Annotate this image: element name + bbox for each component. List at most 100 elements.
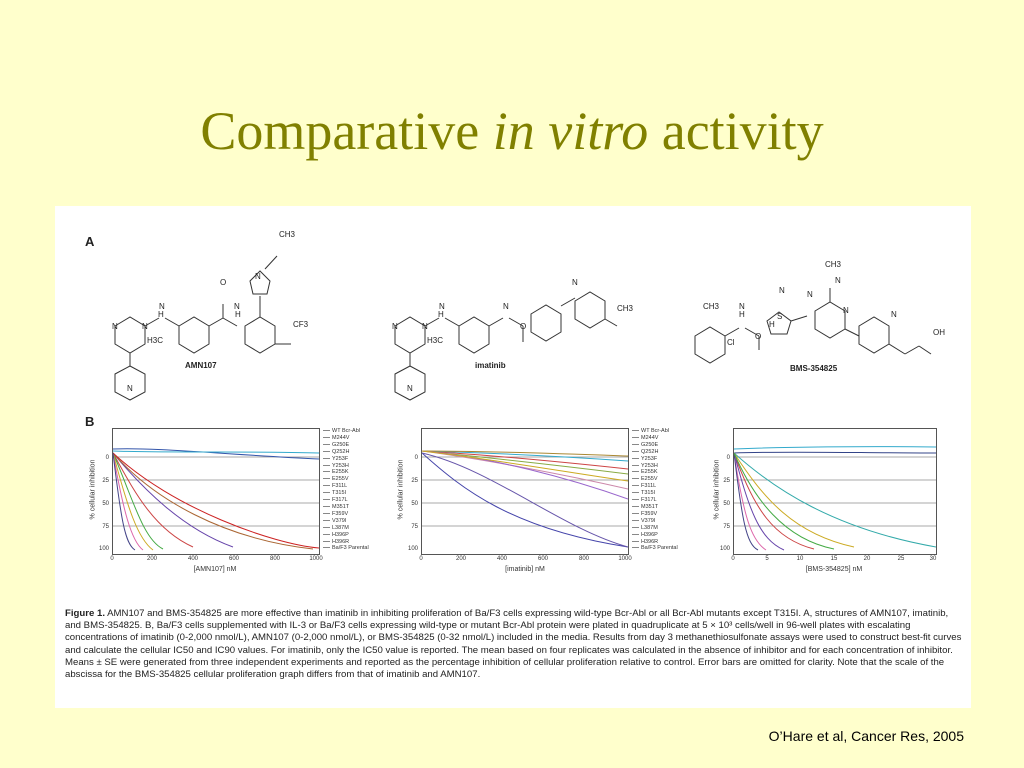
plot3-xtick-10: 10: [796, 556, 804, 562]
plot2-ytick-0: 0: [414, 455, 418, 461]
bms-atom-h: H: [739, 310, 745, 319]
plot2-xtick-1000: 1000: [618, 556, 632, 562]
ima-atom-n3: N: [407, 384, 413, 393]
legend1-item: Ba/F3 Parental: [323, 545, 369, 552]
legend1-item: Y253F: [323, 456, 369, 463]
panel-a-label: A: [85, 234, 95, 249]
plot2-xtick-600: 600: [537, 556, 548, 562]
plot3-ytick-100: 100: [719, 546, 730, 552]
compound-label-amn107: AMN107: [185, 361, 217, 370]
plot2-curves: [422, 450, 628, 548]
plot1-ytick-25: 25: [102, 478, 109, 484]
legend2-item: F359V: [632, 511, 678, 518]
legend2-item: WT Bcr-Abl: [632, 428, 678, 435]
plot-imatinib: [421, 428, 629, 555]
legend2-item: H396P: [632, 532, 678, 539]
plot2-ytick-25: 25: [411, 478, 418, 484]
plot1-xtick-1000: 1000: [309, 556, 323, 562]
plot3-xtick-0: 0: [731, 556, 735, 562]
legend1-item: H396P: [323, 532, 369, 539]
plot1-ylabel: % cellular inhibition: [89, 459, 97, 520]
plot3-xtick-5: 5: [765, 556, 769, 562]
legend2-item: Ba/F3 Parental: [632, 545, 678, 552]
plot2-ytick-75: 75: [411, 524, 418, 530]
figure-image: A B: [55, 206, 971, 708]
bms-atom-n3: N: [835, 276, 841, 285]
title-part2: activity: [661, 101, 824, 161]
legend2-item: L387M: [632, 525, 678, 532]
legend2-item: Y253H: [632, 463, 678, 470]
legend1-item: F359V: [323, 511, 369, 518]
slide-title: Comparative in vitro activity: [0, 100, 1024, 162]
amn-atom-h1: H: [158, 310, 164, 319]
citation: O’Hare et al, Cancer Res, 2005: [768, 728, 964, 744]
legend2-item: M351T: [632, 504, 678, 511]
plot2-xtick-0: 0: [419, 556, 423, 562]
amn-atom-ch3: CH3: [279, 230, 296, 239]
plot1-ytick-100: 100: [98, 546, 109, 552]
ima-atom-h3c: H3C: [427, 336, 444, 345]
compound-label-imatinib: imatinib: [475, 361, 506, 370]
ima-atom-h1: H: [438, 310, 444, 319]
legend1-item: G250E: [323, 442, 369, 449]
plot1-xlabel: [AMN107] nM: [193, 566, 237, 573]
plot1-xtick-200: 200: [146, 556, 157, 562]
plot1-ytick-0: 0: [105, 455, 109, 461]
title-part1: Comparative: [200, 101, 480, 161]
plot1-xtick-0: 0: [110, 556, 114, 562]
ima-atom-o: O: [520, 322, 527, 331]
plot3-xtick-30: 30: [929, 556, 937, 562]
plot3-ytick-75: 75: [723, 524, 730, 530]
legend2-item: T315I: [632, 490, 678, 497]
legend2-item: F311L: [632, 483, 678, 490]
amn-atom-nh2: N: [234, 302, 240, 311]
plot-bms354825: [733, 428, 937, 555]
legend2-item: Y253F: [632, 456, 678, 463]
legend2-item: F317L: [632, 497, 678, 504]
amn-atom-cf3: CF3: [293, 320, 309, 329]
legend2-item: E255K: [632, 469, 678, 476]
amn-atom-n3: N: [127, 384, 133, 393]
plot3-ytick-50: 50: [723, 501, 730, 507]
caption-text: AMN107 and BMS-354825 are more effective…: [65, 608, 962, 681]
plot2-ytick-100: 100: [407, 546, 418, 552]
ima-atom-n2: N: [422, 322, 428, 331]
bms-atom-o: O: [755, 332, 762, 341]
plot1-xtick-800: 800: [269, 556, 280, 562]
legend1-item: M351T: [323, 504, 369, 511]
plot3-xlabel: [BMS-354825] nM: [805, 566, 863, 573]
plot2-ylabel: % cellular inhibition: [397, 459, 405, 520]
amn-atom-h3c: H3C: [147, 336, 164, 345]
ima-atom-n1: N: [392, 322, 398, 331]
plot3-curves: [734, 446, 936, 551]
plot2-ytick-50: 50: [411, 501, 418, 507]
bms-atom-s: S: [777, 312, 783, 321]
legend1-item: F311L: [323, 483, 369, 490]
legend2-item: G250E: [632, 442, 678, 449]
amn-atom-nh1: N: [159, 302, 165, 311]
ima-atom-n4: N: [572, 278, 578, 287]
plot2-legend: WT Bcr-Abl M244V G250E Q252H Y253F Y253H…: [632, 428, 678, 552]
bms-atom-h2: H: [769, 320, 775, 329]
legend2-item: M244V: [632, 435, 678, 442]
legend1-item: L387M: [323, 525, 369, 532]
ima-atom-nh1: N: [439, 302, 445, 311]
plot1-ytick-75: 75: [102, 524, 109, 530]
legend1-item: Q252H: [323, 449, 369, 456]
plot3-ytick-25: 25: [723, 478, 730, 484]
amn-atom-h2: H: [235, 310, 241, 319]
amn-atom-n1: N: [112, 322, 118, 331]
plot3-xtick-20: 20: [863, 556, 871, 562]
plot3-ylabel: % cellular inhibition: [713, 459, 721, 520]
legend1-item: E255K: [323, 469, 369, 476]
plot3-ytick-0: 0: [726, 455, 730, 461]
chemical-structures-drawing: [114, 255, 932, 401]
plot2-xtick-800: 800: [578, 556, 589, 562]
ima-atom-nh2: N: [503, 302, 509, 311]
legend1-item: T315I: [323, 490, 369, 497]
plot2-xtick-200: 200: [455, 556, 466, 562]
figure-caption: Figure 1. AMN107 and BMS-354825 are more…: [65, 608, 963, 681]
ima-atom-ch3: CH3: [617, 304, 634, 313]
caption-label: Figure 1.: [65, 608, 105, 619]
bms-atom-n2: N: [807, 290, 813, 299]
